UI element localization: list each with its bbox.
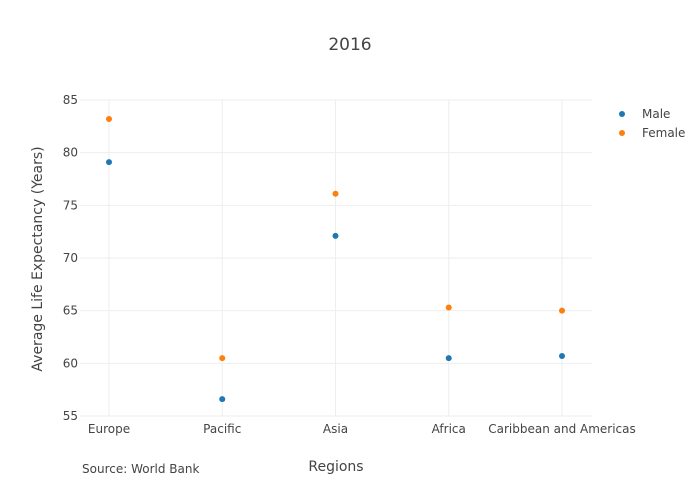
x-axis-title: Regions (308, 459, 363, 475)
legend-marker (619, 111, 625, 117)
y-tick-label: 55 (63, 409, 78, 423)
data-point-male[interactable] (445, 355, 452, 362)
y-tick-label: 60 (63, 356, 78, 370)
legend-label: Female (642, 126, 685, 140)
data-points (106, 115, 565, 403)
x-tick-label: Africa (432, 422, 466, 436)
data-point-female[interactable] (559, 307, 565, 314)
source-annotation: Source: World Bank (82, 462, 199, 476)
y-tick-label: 85 (63, 93, 78, 107)
y-axis: 55 60 65 70 75 80 85 (63, 93, 78, 423)
x-axis: Europe Pacific Asia Africa Caribbean and Ame… (88, 422, 636, 436)
data-point-female[interactable] (106, 115, 112, 122)
x-tick-label: Europe (88, 422, 130, 436)
x-tick-label: Caribbean and Americas (488, 422, 636, 436)
data-point-male[interactable] (559, 352, 565, 359)
y-tick-label: 75 (63, 198, 78, 212)
legend-item-male[interactable]: Male (619, 107, 670, 121)
y-axis-title: Average Life Expectancy (Years) (30, 146, 46, 371)
data-point-female[interactable] (445, 304, 452, 311)
data-point-male[interactable] (219, 396, 226, 403)
data-point-male[interactable] (332, 232, 339, 239)
data-point-male[interactable] (106, 159, 112, 166)
data-point-female[interactable] (219, 355, 226, 362)
legend[interactable]: Male Female (619, 107, 685, 140)
x-tick-label: Asia (323, 422, 348, 436)
chart-title: 2016 (328, 35, 371, 55)
data-point-female[interactable] (332, 190, 339, 197)
legend-label: Male (642, 107, 670, 121)
legend-marker (619, 130, 625, 136)
y-tick-label: 80 (63, 146, 78, 160)
x-tick-label: Pacific (203, 422, 241, 436)
grid (80, 99, 592, 417)
y-tick-label: 65 (63, 304, 78, 318)
y-tick-label: 70 (63, 251, 78, 265)
legend-item-female[interactable]: Female (619, 126, 685, 140)
